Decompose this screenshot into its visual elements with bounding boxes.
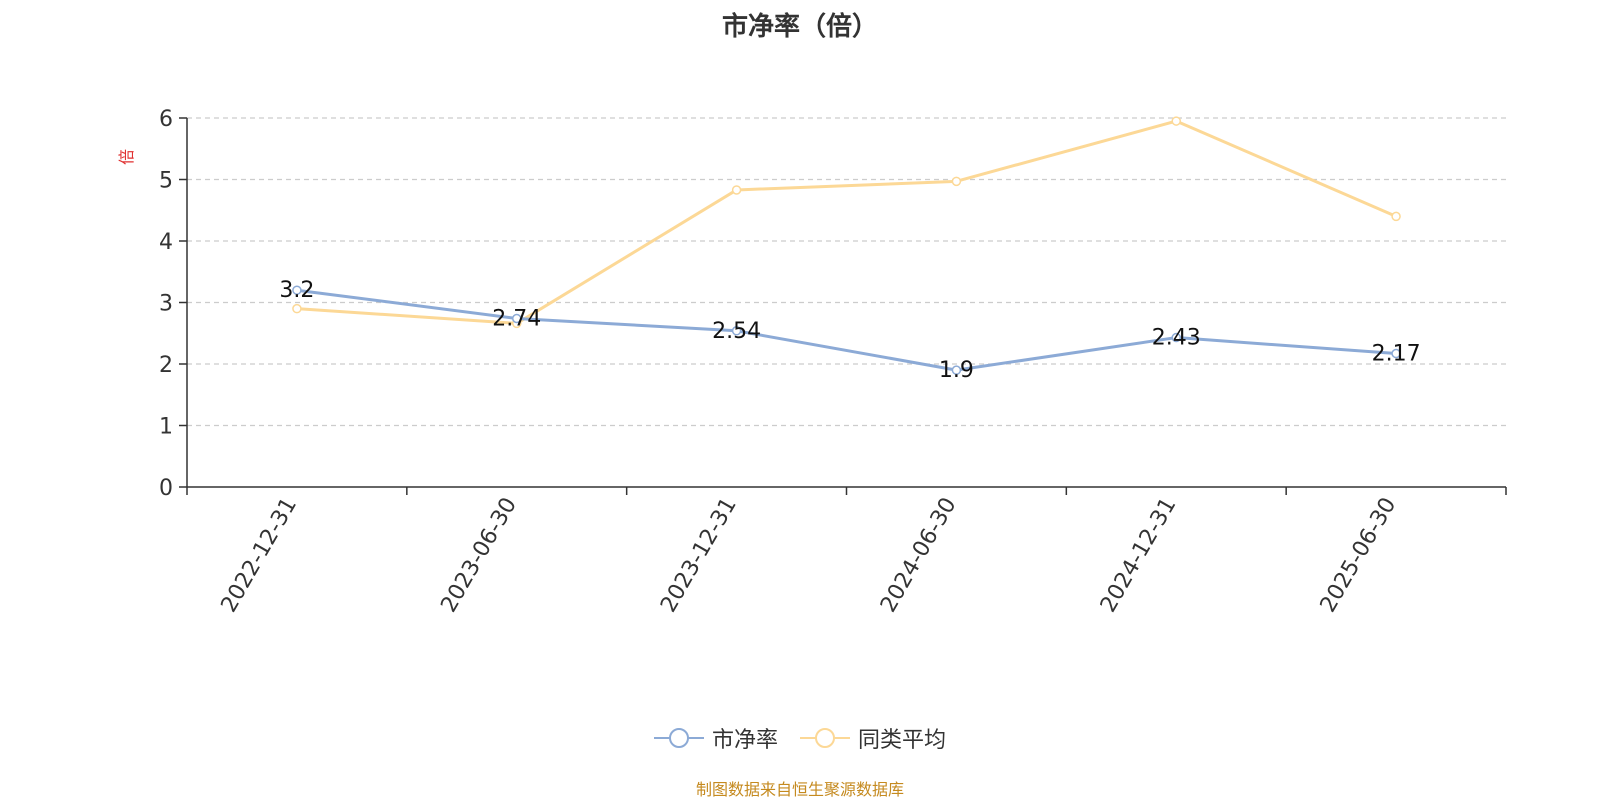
x-tick-label: 2022-12-31 [217,494,303,617]
y-tick-label: 6 [159,107,173,132]
series-line [296,288,1397,372]
data-label: 2.74 [492,306,541,331]
data-point [731,326,742,336]
data-point [1391,348,1401,359]
y-tick-label: 5 [159,169,173,194]
x-tick-label: 2024-12-31 [1096,494,1182,617]
legend-line-circle-icon [653,728,704,748]
legend: 市净率 同类平均 [0,722,1600,754]
y-tick-label: 2 [159,353,173,378]
data-point [951,365,962,375]
data-point [292,285,302,295]
chart-title: 市净率（倍） [721,12,878,42]
data-point [1391,211,1401,222]
x-tick-label: 2025-06-30 [1316,494,1402,617]
x-tick-label: 2023-12-31 [656,494,742,617]
legend-label: 市净率 [711,728,778,753]
data-point [512,313,522,324]
x-tick-label: 2023-06-30 [436,494,522,617]
data-label: 3.2 [279,278,314,303]
y-tick-label: 1 [159,415,173,440]
data-label: 1.9 [939,358,974,383]
data-label: 2.17 [1372,342,1421,367]
y-axis-label: 倍 [117,149,136,165]
y-tick-label: 0 [159,476,173,501]
series-line [296,119,1397,325]
y-tick-label: 4 [159,230,173,255]
data-point [951,176,962,187]
source-note: 制图数据来自恒生聚源数据库 [695,780,904,799]
data-label: 2.54 [712,319,761,344]
data-point [1171,116,1181,126]
legend-line-circle-icon [800,728,850,748]
legend-item-peer-average[interactable]: 同类平均 [800,722,946,754]
legend-label: 同类平均 [858,728,947,753]
x-tick-label: 2024-06-30 [876,494,962,617]
y-tick-label: 3 [159,292,173,317]
data-point [1171,332,1181,343]
data-label: 2.43 [1152,326,1201,351]
legend-item-pb[interactable]: 市净率 [653,722,778,754]
data-point [292,303,302,314]
data-point [731,185,742,195]
